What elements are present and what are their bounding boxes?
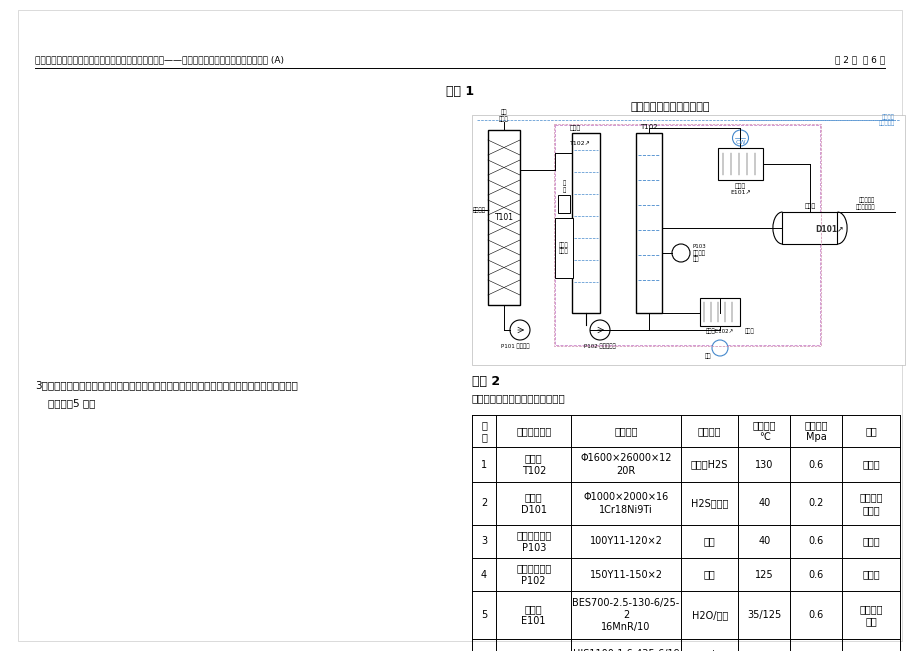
Text: 浮头式换
热器: 浮头式换 热器 [858, 603, 882, 626]
Text: D101↗: D101↗ [814, 225, 843, 234]
Bar [782, 212, 836, 244]
Text: 离心泵: 离心泵 [861, 536, 879, 546]
Text: T102: T102 [640, 124, 657, 130]
Text: CW: CW [734, 140, 745, 145]
Text: 胺液: 胺液 [703, 536, 715, 546]
Text: 100Y11-120×2: 100Y11-120×2 [589, 536, 662, 546]
Bar [471, 115, 904, 365]
Bar [572, 133, 599, 313]
Text: P101 稀胺液泵: P101 稀胺液泵 [500, 343, 528, 348]
Text: 浮阀塔: 浮阀塔 [861, 460, 879, 469]
Text: 胺液、H2S: 胺液、H2S [690, 460, 728, 469]
Text: 2: 2 [481, 499, 487, 508]
Text: 3、清洗浮头式换热器有哪几种方法？通常优先选用哪种方法？不被优先选用的清洗方法有哪些: 3、清洗浮头式换热器有哪几种方法？通常优先选用哪种方法？不被优先选用的清洗方法有… [35, 380, 298, 390]
Text: 该生产工艺单元中有关设备一览表: 该生产工艺单元中有关设备一览表 [471, 393, 565, 403]
Text: 5: 5 [481, 610, 487, 620]
Text: 1: 1 [481, 460, 487, 469]
Text: 第 2 页  共 6 页: 第 2 页 共 6 页 [834, 55, 884, 64]
Text: 0.6: 0.6 [808, 460, 823, 469]
Text: 某生产工艺单元操作流程图: 某生产工艺单元操作流程图 [630, 102, 709, 112]
Text: 操作压力
Mpa: 操作压力 Mpa [804, 420, 827, 442]
Text: 水冷器: 水冷器 [734, 183, 745, 189]
Text: 中国石油炼油与化工分公司基层设备管理人员竞赛试题——编制检修计划及方案、风险评价试卷 (A): 中国石油炼油与化工分公司基层设备管理人员竞赛试题——编制检修计划及方案、风险评价… [35, 55, 284, 64]
Circle shape [671, 244, 689, 262]
Text: 重沸器E102↗: 重沸器E102↗ [705, 328, 733, 333]
Text: 冷凝液: 冷凝液 [744, 328, 754, 334]
Text: 附件 1: 附件 1 [446, 85, 473, 98]
Circle shape [711, 340, 727, 356]
Text: Φ1600×26000×12
20R: Φ1600×26000×12 20R [580, 453, 671, 476]
Text: HJS1100-1.6-435-6/19
-2: HJS1100-1.6-435-6/19 -2 [572, 649, 678, 651]
Text: 冷却水去
冷却塔管网: 冷却水去 冷却塔管网 [878, 114, 894, 126]
Text: 130: 130 [754, 460, 773, 469]
Bar [487, 130, 519, 305]
Text: E101↗: E101↗ [730, 190, 750, 195]
Text: P102 再生塔底泵: P102 再生塔底泵 [584, 343, 615, 348]
Bar [558, 195, 570, 213]
Text: 规格型号: 规格型号 [614, 426, 637, 436]
Text: BES700-2.5-130-6/25-
2
16MnR/10: BES700-2.5-130-6/25- 2 16MnR/10 [572, 598, 679, 632]
Text: 分液罐: 分液罐 [803, 203, 815, 209]
Text: 备注: 备注 [865, 426, 876, 436]
Text: 再生塔
T102: 再生塔 T102 [521, 453, 545, 476]
Text: 再生塔: 再生塔 [570, 126, 581, 131]
Text: 再生塔塔底泵
P102: 再生塔塔底泵 P102 [516, 563, 550, 586]
Text: 胺液: 胺液 [703, 570, 715, 579]
Text: P103
再生塔回
流泵: P103 再生塔回 流泵 [692, 244, 706, 262]
Bar [699, 298, 739, 326]
Text: 去硫磺回收
装置酸气管网: 去硫磺回收 装置酸气管网 [855, 198, 874, 210]
Text: 设备名称位号: 设备名称位号 [516, 426, 550, 436]
Text: 水
冷: 水 冷 [562, 181, 565, 193]
Circle shape [732, 130, 748, 146]
Text: 35/125: 35/125 [746, 610, 781, 620]
Bar [717, 148, 762, 180]
Text: 含硫富液→: 含硫富液→ [472, 207, 490, 213]
Text: 分液罐
D101: 分液罐 D101 [520, 492, 546, 515]
Text: 4: 4 [481, 570, 487, 579]
Text: 125: 125 [754, 570, 773, 579]
Text: 0.6: 0.6 [808, 610, 823, 620]
Text: 0.6: 0.6 [808, 536, 823, 546]
Text: 尾气
去脱硫: 尾气 去脱硫 [499, 110, 508, 122]
Bar [553, 124, 820, 346]
Bar [554, 218, 573, 278]
Text: 序
号: 序 号 [481, 420, 486, 442]
Text: 重沸器
E102: 重沸器 E102 [521, 649, 546, 651]
Text: 卧式容器
无衬里: 卧式容器 无衬里 [858, 492, 882, 515]
Text: 40: 40 [757, 536, 770, 546]
Text: H2O/胺液: H2O/胺液 [691, 610, 727, 620]
Text: 再生塔回流泵
P103: 再生塔回流泵 P103 [516, 531, 550, 553]
Text: Φ1000×2000×16
1Cr18Ni9Ti: Φ1000×2000×16 1Cr18Ni9Ti [583, 492, 668, 515]
Text: T101: T101 [494, 213, 513, 222]
Text: 150Y11-150×2: 150Y11-150×2 [589, 570, 662, 579]
Text: 蒸汽: 蒸汽 [704, 353, 710, 359]
Bar [635, 133, 662, 313]
Text: 0.2: 0.2 [808, 499, 823, 508]
Circle shape [589, 320, 609, 340]
Text: 缺点？（5 分）: 缺点？（5 分） [35, 398, 96, 408]
Text: 离心泵: 离心泵 [861, 570, 879, 579]
Text: H2S、胺液: H2S、胺液 [690, 499, 728, 508]
Circle shape [509, 320, 529, 340]
Text: T102↗: T102↗ [570, 141, 590, 146]
Text: 附件 2: 附件 2 [471, 375, 500, 388]
Text: 使用温度
℃: 使用温度 ℃ [752, 420, 776, 442]
Text: 0.6: 0.6 [808, 570, 823, 579]
Text: 蒸汽/胺
液: 蒸汽/胺 液 [698, 649, 720, 651]
Text: 40: 40 [757, 499, 770, 508]
Text: 工作介质: 工作介质 [698, 426, 720, 436]
Bar [554, 125, 819, 345]
Text: 贫富液
换热器: 贫富液 换热器 [559, 242, 568, 254]
Text: 水冷器
E101: 水冷器 E101 [521, 603, 545, 626]
Text: 3: 3 [481, 536, 487, 546]
